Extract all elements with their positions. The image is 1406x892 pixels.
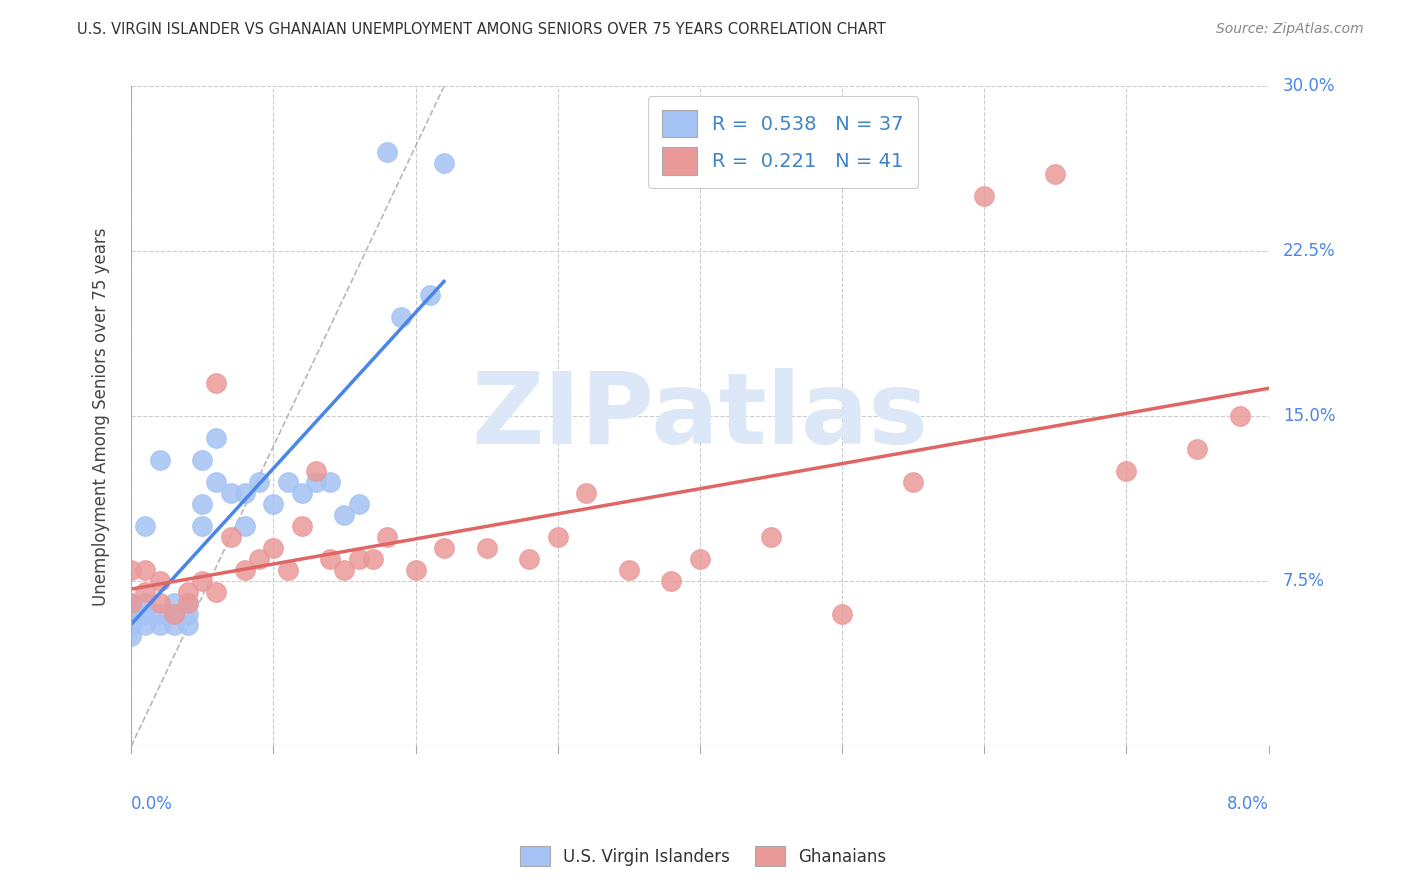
Text: 7.5%: 7.5% (1282, 573, 1324, 591)
Point (177, 596, 200, 610)
Point (333, 508, 356, 523)
Text: 15.0%: 15.0% (1282, 408, 1336, 425)
Point (191, 519, 214, 533)
Point (219, 486, 242, 500)
Point (120, 618, 142, 632)
Point (389, 310, 412, 325)
Point (177, 618, 200, 632)
Point (120, 563, 142, 577)
Point (973, 189, 995, 203)
Point (120, 596, 142, 610)
Point (347, 497, 370, 511)
Point (247, 552, 270, 566)
Text: 0.0%: 0.0% (131, 795, 173, 813)
Point (233, 563, 256, 577)
Point (347, 552, 370, 566)
Point (134, 596, 156, 610)
Point (262, 541, 284, 556)
Point (205, 376, 228, 391)
Point (134, 519, 156, 533)
Text: 30.0%: 30.0% (1282, 78, 1336, 95)
Point (661, 574, 683, 589)
Text: 22.5%: 22.5% (1282, 243, 1336, 260)
Point (191, 453, 214, 467)
Point (547, 530, 569, 544)
Point (149, 574, 172, 589)
Point (759, 530, 782, 544)
Point (120, 607, 142, 622)
Point (319, 552, 342, 566)
Point (149, 607, 172, 622)
Point (120, 629, 142, 643)
Point (262, 497, 284, 511)
Point (277, 475, 299, 490)
Point (149, 596, 172, 610)
Point (319, 475, 342, 490)
Point (191, 574, 214, 589)
Point (177, 596, 200, 610)
Point (433, 541, 456, 556)
Point (305, 464, 328, 478)
Point (134, 607, 156, 622)
Point (205, 585, 228, 599)
Point (233, 519, 256, 533)
Point (831, 607, 853, 622)
Y-axis label: Unemployment Among Seniors over 75 years: Unemployment Among Seniors over 75 years (93, 227, 110, 606)
Point (233, 486, 256, 500)
Point (163, 618, 186, 632)
Point (149, 453, 172, 467)
Point (163, 596, 186, 610)
Point (247, 475, 270, 490)
Legend: U.S. Virgin Islanders, Ghanaians: U.S. Virgin Islanders, Ghanaians (513, 839, 893, 873)
Point (1187, 442, 1209, 457)
Point (219, 530, 242, 544)
Text: Source: ZipAtlas.com: Source: ZipAtlas.com (1216, 22, 1364, 37)
Point (361, 552, 384, 566)
Point (149, 618, 172, 632)
Point (617, 563, 640, 577)
Point (689, 552, 711, 566)
Point (433, 156, 456, 170)
Legend: R =  0.538   N = 37, R =  0.221   N = 41: R = 0.538 N = 37, R = 0.221 N = 41 (648, 96, 918, 188)
Point (517, 552, 540, 566)
Point (475, 541, 498, 556)
Point (291, 486, 314, 500)
Point (1045, 168, 1067, 182)
Point (177, 585, 200, 599)
Point (333, 563, 356, 577)
Point (291, 519, 314, 533)
Point (305, 475, 328, 490)
Point (163, 607, 186, 622)
Point (205, 475, 228, 490)
Point (177, 607, 200, 622)
Text: U.S. VIRGIN ISLANDER VS GHANAIAN UNEMPLOYMENT AMONG SENIORS OVER 75 YEARS CORREL: U.S. VIRGIN ISLANDER VS GHANAIAN UNEMPLO… (77, 22, 886, 37)
Point (375, 145, 398, 160)
Text: 8.0%: 8.0% (1226, 795, 1268, 813)
Point (1115, 464, 1137, 478)
Point (575, 486, 598, 500)
Text: ZIPatlas: ZIPatlas (471, 368, 928, 465)
Point (419, 288, 441, 302)
Point (1229, 409, 1251, 424)
Point (134, 585, 156, 599)
Point (405, 563, 427, 577)
Point (163, 607, 186, 622)
Point (277, 563, 299, 577)
Point (901, 475, 924, 490)
Point (191, 497, 214, 511)
Point (134, 563, 156, 577)
Point (375, 530, 398, 544)
Point (205, 431, 228, 445)
Point (120, 596, 142, 610)
Point (134, 618, 156, 632)
